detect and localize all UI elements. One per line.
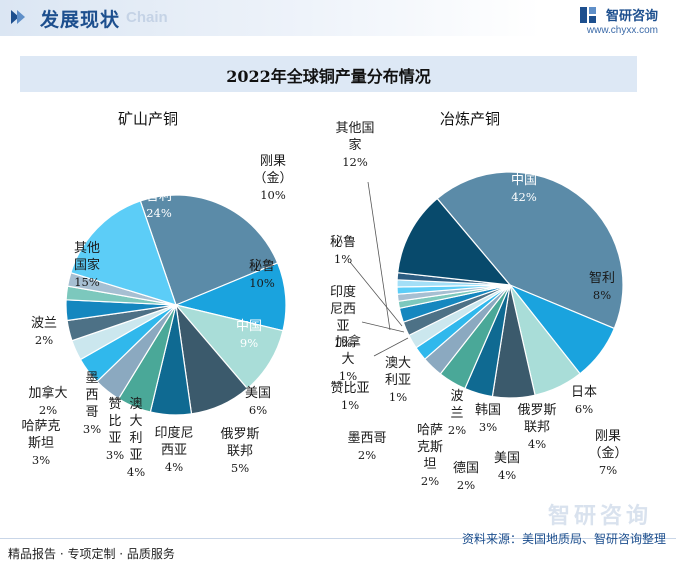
slice-label-1-韩国: 韩国 3% <box>475 403 501 434</box>
slice-label-1-美国: 美国 4% <box>494 451 520 482</box>
smelter-chart-title: 冶炼产铜 <box>440 110 501 128</box>
pie-0: 智利 24% 刚果（金） 10% 秘鲁 10% 中国 9% 美国 6% 俄罗斯联邦 5% 印度尼西亚 4%… <box>21 154 292 479</box>
pie-slice-0-智利 <box>139 194 279 306</box>
pie-1: 中国 42% 智利 8% 刚果（金） 7% 日本 6% 俄罗斯联邦 4%美国 4% 韩国 3% 德国 2% 波… <box>330 121 628 492</box>
slice-label-0-秘鲁: 秘鲁 10% <box>249 259 275 290</box>
slice-label-0-其他国家: 其他国家 15% <box>74 241 100 289</box>
footer-divider <box>0 538 676 539</box>
slice-label-0-美国: 美国 6% <box>245 386 271 417</box>
header-ghost-text: Chain <box>126 9 168 26</box>
slice-label-0-哈萨克斯坦: 哈萨克斯坦 3% <box>21 419 60 467</box>
slice-label-0-智利: 智利 24% <box>146 189 172 220</box>
pie-slice-1-中国 <box>436 171 624 330</box>
slice-label-1-秘鲁: 秘鲁 1% <box>330 235 356 266</box>
page-header: 发展现状 Chain 智研咨询 www.chyxx.com <box>0 0 676 36</box>
slice-label-0-墨西哥: 墨西哥 3% <box>83 371 101 436</box>
leader-line-1-1 <box>349 261 403 327</box>
slice-label-0-俄罗斯联邦: 俄罗斯联邦 5% <box>220 427 259 475</box>
leader-line-1-2 <box>361 321 405 333</box>
footer-watermark: 智研咨询 <box>547 504 652 529</box>
slice-label-1-中国: 中国 42% <box>511 173 537 204</box>
brand-logo-icon <box>579 6 596 23</box>
slice-label-1-俄罗斯联邦: 俄罗斯联邦 4% <box>517 403 556 451</box>
footer-tagline: 精品报告 · 专项定制 · 品质服务 <box>8 547 175 561</box>
slice-label-0-加拿大: 加拿大 2% <box>28 385 67 417</box>
slice-label-0-澳大利亚: 澳大利亚 4% <box>127 396 145 479</box>
slice-label-1-刚果金: 刚果（金） 7% <box>588 429 627 477</box>
pie-slice-0-其他国家 <box>70 200 177 306</box>
source-note: 资料来源：美国地质局、智研咨询整理 <box>461 532 666 546</box>
brand-url: www.chyxx.com <box>586 25 658 36</box>
slice-label-0-中国: 中国 9% <box>236 319 262 350</box>
brand-name: 智研咨询 <box>605 9 658 24</box>
pie-charts: 智利 24% 刚果（金） 10% 秘鲁 10% 中国 9% 美国 6% 俄罗斯联邦 5% 印度尼西亚 4%… <box>21 121 628 492</box>
slice-label-0-赞比亚: 赞比亚 3% <box>106 397 124 462</box>
slice-label-1-赞比亚: 赞比亚 1% <box>330 381 369 412</box>
slice-label-1-哈萨克斯坦: 哈萨克斯坦 2% <box>417 423 443 488</box>
leader-line-1-0 <box>367 181 391 331</box>
slice-label-0-波兰: 波兰 2% <box>31 316 57 347</box>
mine-chart-title: 矿山产铜 <box>118 110 179 128</box>
slice-label-1-加拿大: 加拿大 1% <box>335 334 361 383</box>
arrow-marker-icon <box>11 10 25 24</box>
slice-label-1-日本: 日本 6% <box>571 385 597 416</box>
slice-label-1-波兰: 波兰 2% <box>448 389 466 437</box>
slice-label-1-德国: 德国 2% <box>453 461 479 492</box>
chart-title-bar: 2022年全球铜产量分布情况 <box>20 56 637 92</box>
slice-label-1-智利: 智利 8% <box>589 271 615 302</box>
slice-label-0-印度尼西亚: 印度尼西亚 4% <box>154 425 193 474</box>
chart-title: 2022年全球铜产量分布情况 <box>226 67 431 86</box>
pie-slice-1-其他国家 <box>397 197 512 286</box>
section-title: 发展现状 <box>40 9 121 31</box>
slice-label-1-澳大利亚: 澳大利亚 1% <box>385 355 411 404</box>
slice-label-1-印度尼西亚: 印度尼西亚 1% <box>330 284 356 350</box>
slice-label-1-其他国家: 其他国家 12% <box>335 121 374 169</box>
brand-block: 智研咨询 www.chyxx.com <box>579 4 658 36</box>
leader-line-1-3 <box>373 337 409 357</box>
slice-label-1-墨西哥: 墨西哥 2% <box>347 431 386 462</box>
header-band <box>0 0 676 36</box>
slice-label-0-刚果金: 刚果（金） 10% <box>253 154 292 202</box>
